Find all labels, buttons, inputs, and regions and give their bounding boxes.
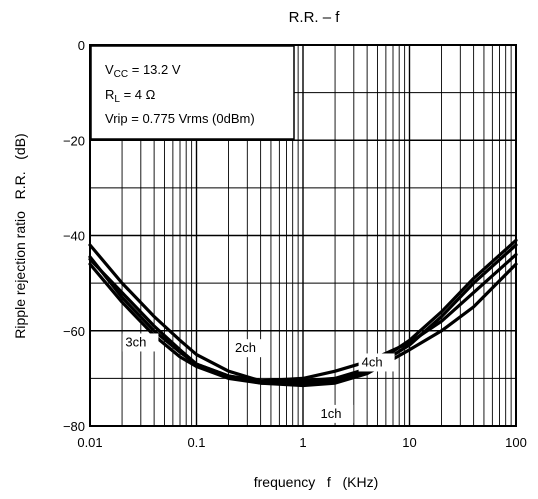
series-group: [88, 238, 518, 388]
vrip-condition: Vrip = 0.775 Vrms (0dBm): [105, 111, 255, 126]
x-tick-label: 10: [402, 435, 416, 450]
series-label-bg: [122, 333, 159, 352]
series-label-2ch: 2ch: [235, 340, 256, 355]
vcc-condition: VCC = 13.2 V: [105, 62, 181, 80]
series-label-1ch: 1ch: [321, 406, 342, 421]
y-axis-label: Ripple rejection ratio R.R. (dB): [12, 133, 28, 338]
x-tick-label: 1: [299, 435, 306, 450]
y-tick-label: 0: [78, 38, 85, 53]
series-line-4ch: [88, 253, 518, 383]
series-label-bg: [317, 404, 354, 423]
rl-condition: RL = 4 Ω: [105, 87, 156, 105]
y-tick-label: −40: [63, 229, 85, 244]
y-tick-label: −80: [63, 419, 85, 434]
chart-title: R.R. – f: [289, 9, 341, 26]
series-labels: 3ch 2ch 4ch 1ch: [122, 333, 395, 423]
y-tick-labels: 0 −20 −40 −60 −80: [63, 38, 85, 434]
conditions-box: [90, 45, 295, 140]
y-tick-label: −20: [63, 133, 85, 148]
series-label-3ch: 3ch: [125, 334, 146, 349]
x-tick-labels: 0.01 0.1 1 10 100: [77, 435, 527, 450]
x-tick-label: 0.01: [77, 435, 102, 450]
series-label-bg: [232, 339, 269, 358]
series-line-1ch: [88, 262, 518, 388]
x-tick-label: 0.1: [187, 435, 205, 450]
series-label-4ch: 4ch: [362, 354, 383, 369]
plot-frame: [89, 44, 517, 427]
x-axis-label: frequency f (KHz): [254, 474, 378, 490]
y-tick-label: −60: [63, 324, 85, 339]
series-label-bg: [358, 353, 395, 372]
x-tick-label: 100: [505, 435, 527, 450]
